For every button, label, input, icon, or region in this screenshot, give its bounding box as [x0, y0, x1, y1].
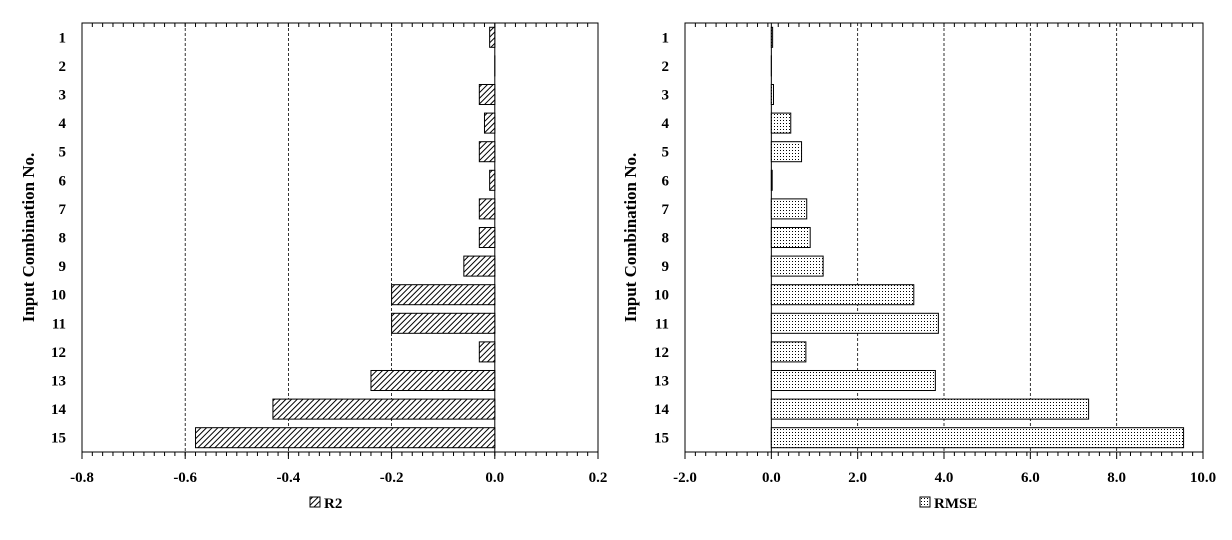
y-tick-label: 14 [654, 402, 670, 418]
rmse-chart-panel: -2.0 0.0 2.0 4.0 6.0 8.0 10.012345678910111213… [621, 22, 1216, 512]
bar [770, 427, 1185, 449]
legend-swatch [919, 496, 931, 508]
y-tick-label: 4 [59, 116, 67, 132]
bar [770, 141, 803, 163]
y-tick-label: 7 [662, 202, 670, 218]
plot-area [684, 22, 1204, 453]
bar [770, 284, 915, 306]
y-tick-label: 13 [654, 374, 669, 390]
y-tick-label: 5 [662, 145, 670, 161]
y-axis-title: Input Combination No. [19, 153, 38, 323]
y-tick-label: 8 [59, 231, 67, 247]
y-tick-label: 7 [59, 202, 67, 218]
legend-swatch [309, 496, 321, 508]
x-tick-label: 10.0 [1190, 470, 1216, 486]
bar [483, 112, 496, 134]
x-tick-label: 6.0 [1021, 470, 1040, 486]
y-tick-label: 14 [51, 402, 67, 418]
y-tick-label: 15 [654, 431, 669, 447]
y-tick-label: 11 [52, 316, 66, 332]
y-tick-label: 10 [654, 288, 669, 304]
bar [489, 169, 496, 191]
legend-label: RMSE [934, 496, 977, 512]
bar [770, 112, 792, 134]
y-tick-label: 2 [59, 59, 67, 75]
y-tick-label: 1 [59, 30, 67, 46]
x-tick-label: -0.8 [70, 470, 94, 486]
x-tick-label: -0.2 [380, 470, 404, 486]
y-tick-label: 3 [59, 88, 67, 104]
bar [272, 398, 496, 420]
y-tick-label: 10 [51, 288, 66, 304]
y-tick-label: 11 [655, 316, 669, 332]
bar [463, 255, 496, 277]
y-tick-label: 6 [59, 173, 67, 189]
bar [391, 284, 496, 306]
x-tick-label: -0.4 [277, 470, 301, 486]
bar [478, 226, 496, 249]
bar [770, 226, 811, 249]
y-tick-label: 8 [662, 231, 670, 247]
bar [770, 398, 1090, 420]
bar [770, 341, 807, 363]
r2-chart-panel: -0.8 -0.6 -0.4 -0.2 0.0 0.2123456789101112131… [19, 22, 608, 512]
y-tick-label: 9 [662, 259, 670, 275]
x-tick-label: 8.0 [1107, 470, 1126, 486]
x-tick-label: 0.0 [762, 470, 781, 486]
bar [489, 26, 496, 48]
bar [770, 312, 939, 334]
bar [478, 141, 496, 163]
bar [770, 26, 774, 48]
y-tick-label: 2 [662, 59, 670, 75]
plot-area [81, 22, 599, 453]
bar [770, 369, 936, 392]
bar [770, 83, 774, 106]
bar [770, 255, 824, 277]
legend-label: R2 [324, 496, 342, 512]
x-tick-label: 0.0 [485, 470, 504, 486]
bar [478, 198, 496, 220]
y-tick-label: 12 [654, 345, 669, 361]
bar [478, 341, 496, 363]
bar [195, 427, 496, 449]
y-tick-label: 9 [59, 259, 67, 275]
y-tick-label: 4 [662, 116, 670, 132]
bar [770, 198, 808, 220]
bar [391, 312, 496, 334]
y-tick-label: 12 [51, 345, 66, 361]
y-tick-label: 15 [51, 431, 66, 447]
x-tick-label: 4.0 [935, 470, 954, 486]
y-axis-title: Input Combination No. [621, 153, 640, 323]
bar [370, 369, 496, 392]
x-tick-label: 2.0 [848, 470, 867, 486]
y-tick-label: 5 [59, 145, 67, 161]
bar [478, 83, 496, 106]
x-tick-label: 0.2 [589, 470, 608, 486]
y-tick-label: 13 [51, 374, 66, 390]
y-tick-label: 6 [662, 173, 670, 189]
x-tick-label: -2.0 [673, 470, 697, 486]
bar [770, 169, 773, 191]
y-tick-label: 1 [662, 30, 670, 46]
y-tick-label: 3 [662, 88, 670, 104]
x-tick-label: -0.6 [173, 470, 197, 486]
